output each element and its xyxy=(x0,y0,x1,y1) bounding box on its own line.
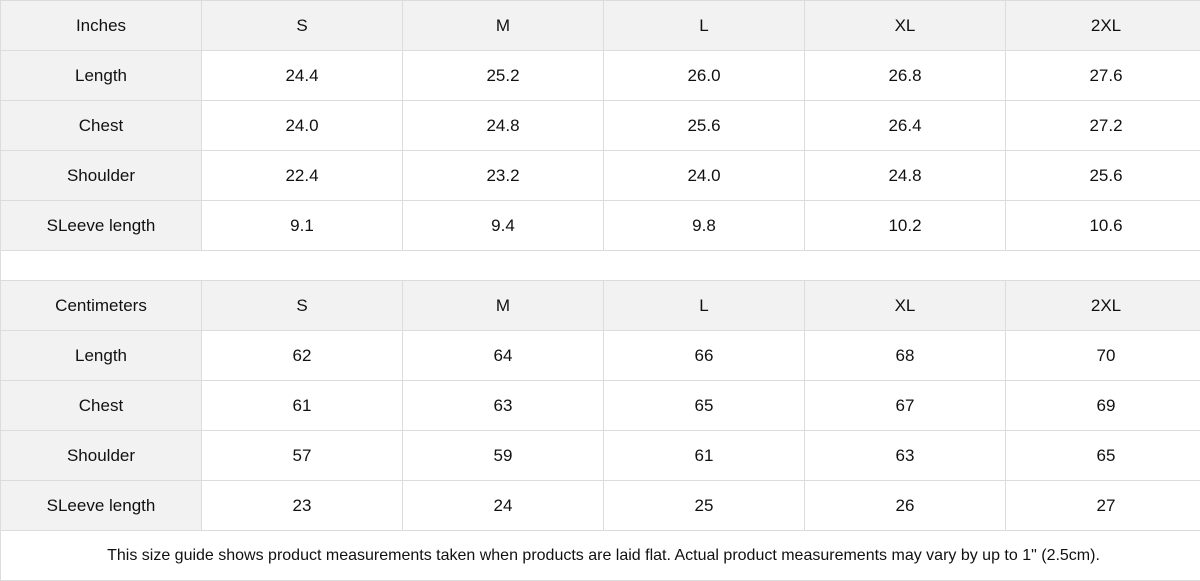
measurement-cell: 61 xyxy=(202,381,403,431)
measurement-cell: 24.8 xyxy=(403,101,604,151)
measurement-cell: 24.8 xyxy=(805,151,1006,201)
row-label: Length xyxy=(1,331,202,381)
row-label: Chest xyxy=(1,101,202,151)
measurement-cell: 62 xyxy=(202,331,403,381)
row-label: Shoulder xyxy=(1,151,202,201)
measurement-cell: 59 xyxy=(403,431,604,481)
measurement-cell: 25.6 xyxy=(604,101,805,151)
measurement-cell: 9.8 xyxy=(604,201,805,251)
measurement-cell: 68 xyxy=(805,331,1006,381)
size-header: 2XL xyxy=(1006,1,1200,51)
measurement-cell: 24.0 xyxy=(202,101,403,151)
measurement-cell: 65 xyxy=(1006,431,1200,481)
measurement-cell: 26 xyxy=(805,481,1006,531)
measurement-cell: 61 xyxy=(604,431,805,481)
row-label: Chest xyxy=(1,381,202,431)
measurement-cell: 24.0 xyxy=(604,151,805,201)
measurement-cell: 10.2 xyxy=(805,201,1006,251)
measurement-cell: 63 xyxy=(805,431,1006,481)
measurement-cell: 24.4 xyxy=(202,51,403,101)
measurement-cell: 10.6 xyxy=(1006,201,1200,251)
size-header: S xyxy=(202,281,403,331)
note-row: This size guide shows product measuremen… xyxy=(1,531,1200,581)
row-label: SLeeve length xyxy=(1,481,202,531)
measurement-cell: 26.0 xyxy=(604,51,805,101)
size-header: XL xyxy=(805,281,1006,331)
size-header: M xyxy=(403,281,604,331)
measurement-cell: 22.4 xyxy=(202,151,403,201)
spacer-cell xyxy=(1,251,1200,281)
measurement-cell: 27.2 xyxy=(1006,101,1200,151)
measurement-cell: 69 xyxy=(1006,381,1200,431)
measurement-cell: 9.4 xyxy=(403,201,604,251)
measurement-cell: 63 xyxy=(403,381,604,431)
row-label: Length xyxy=(1,51,202,101)
measurement-cell: 26.8 xyxy=(805,51,1006,101)
measurement-cell: 23.2 xyxy=(403,151,604,201)
measurement-cell: 64 xyxy=(403,331,604,381)
measurement-cell: 26.4 xyxy=(805,101,1006,151)
measurement-cell: 25 xyxy=(604,481,805,531)
measurement-cell: 25.2 xyxy=(403,51,604,101)
measurement-cell: 9.1 xyxy=(202,201,403,251)
unit-header: Centimeters xyxy=(1,281,202,331)
spacer-row xyxy=(1,251,1200,281)
size-header: M xyxy=(403,1,604,51)
measurement-cell: 27.6 xyxy=(1006,51,1200,101)
row-label: Shoulder xyxy=(1,431,202,481)
size-header: S xyxy=(202,1,403,51)
measurement-cell: 66 xyxy=(604,331,805,381)
size-header: L xyxy=(604,281,805,331)
measurement-cell: 65 xyxy=(604,381,805,431)
measurement-cell: 23 xyxy=(202,481,403,531)
measurement-cell: 27 xyxy=(1006,481,1200,531)
size-header: 2XL xyxy=(1006,281,1200,331)
size-header: L xyxy=(604,1,805,51)
measurement-cell: 57 xyxy=(202,431,403,481)
size-header: XL xyxy=(805,1,1006,51)
measurement-cell: 67 xyxy=(805,381,1006,431)
unit-header: Inches xyxy=(1,1,202,51)
measurement-cell: 25.6 xyxy=(1006,151,1200,201)
measurement-cell: 70 xyxy=(1006,331,1200,381)
measurement-cell: 24 xyxy=(403,481,604,531)
size-guide-note: This size guide shows product measuremen… xyxy=(1,531,1200,581)
row-label: SLeeve length xyxy=(1,201,202,251)
